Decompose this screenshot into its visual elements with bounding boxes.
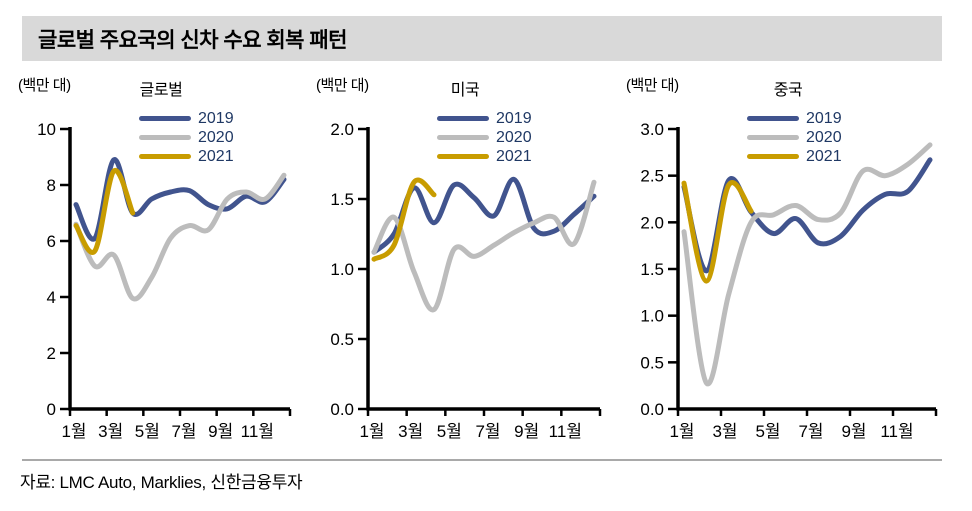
figure-title: 글로벌 주요국의 신차 수요 회복 패턴 [38,28,347,52]
chart-wrap-usa: 0.0 0.5 1.0 1.5 2.0 1월 3월 5월 7월 9월 11월 2019 2020 202… [310,99,620,451]
series-line-2021 [681,180,754,284]
panel-header-global: (백만 대) 글로벌 [12,67,310,99]
unit-label-china: (백만 대) [626,77,679,94]
legend-usa: 2019 2020 2021 [437,109,532,166]
legend-entry-2020: 2020 [437,128,532,147]
x-tick-label: 9월 [841,422,866,441]
y-tick-label: 2.5 [640,167,664,186]
x-tick-label: 1월 [669,422,694,441]
series-line-2021 [371,177,437,262]
series-line-2021 [73,168,136,256]
x-tick-label: 9월 [514,422,539,441]
legend-global: 2019 2020 2021 [139,109,234,166]
x-tick-label: 9월 [208,422,233,441]
y-tick-label: 2.0 [640,213,664,232]
legend-swatch-2019 [747,116,799,121]
y-tick-label: 1.0 [330,260,354,279]
legend-swatch-2020 [437,135,489,140]
chart-panel-china: (백만 대) 중국 0.0 0.5 1.0 1.5 2.0 2.5 3.0 1월 3월 5월 7월 9… [620,67,956,451]
x-tick-label: 3월 [398,422,423,441]
y-tick-label: 10 [37,120,56,139]
unit-label-usa: (백만 대) [316,77,369,94]
legend-swatch-2019 [437,116,489,121]
legend-swatch-2020 [139,135,191,140]
y-tick-label: 0.0 [330,400,354,419]
y-tick-label: 4 [47,288,56,307]
y-tick-label: 8 [47,176,56,195]
y-tick-label: 1.5 [640,260,664,279]
chart-panel-usa: (백만 대) 미국 0.0 0.5 1.0 1.5 2.0 1월 3월 5월 7월 9월 11월 2… [310,67,620,451]
legend-swatch-2019 [139,116,191,121]
y-tick-label: 0.5 [330,330,354,349]
chart-wrap-china: 0.0 0.5 1.0 1.5 2.0 2.5 3.0 1월 3월 5월 7월 9월 11월 2019 2… [620,99,956,451]
legend-label-2020: 2020 [806,129,842,146]
chart-china-canvas: 0.0 0.5 1.0 1.5 2.0 2.5 3.0 1월 3월 5월 7월 9월 11월 [640,120,938,441]
legend-label-2020: 2020 [496,129,532,146]
chart-usa-canvas: 0.0 0.5 1.0 1.5 2.0 1월 3월 5월 7월 9월 11월 [330,120,602,441]
legend-entry-2019: 2019 [139,109,234,128]
footer-divider [22,459,942,461]
panel-header-china: (백만 대) 중국 [620,67,956,99]
legend-entry-2021: 2021 [437,147,532,166]
chart-title-usa: 미국 [450,82,480,99]
series-line-2020 [681,142,933,387]
x-tick-label: 11월 [880,422,913,441]
chart-wrap-global: 0 2 4 6 8 10 1월 3월 5월 7월 9월 11월 2019 2020 2021 [12,99,310,451]
legend-china: 2019 2020 2021 [747,109,842,166]
chart-title-china: 중국 [773,82,803,99]
y-tick-label: 2 [47,344,56,363]
series-line-2019 [73,157,287,242]
x-tick-label: 1월 [61,422,86,441]
x-tick-label: 11월 [549,422,582,441]
x-tick-label: 3월 [712,422,737,441]
title-banner: 글로벌 주요국의 신차 수요 회복 패턴 [22,16,942,61]
y-tick-label: 3.0 [640,120,664,139]
chart-panel-global: (백만 대) 글로벌 0 2 4 6 8 10 1월 3월 5월 7월 9월 11월 2019 2020… [12,67,310,451]
x-tick-label: 1월 [359,422,384,441]
legend-label-2019: 2019 [496,110,532,127]
y-tick-label: 2.0 [330,120,354,139]
chart-title-global: 글로벌 [139,82,183,99]
legend-entry-2021: 2021 [139,147,234,166]
legend-swatch-2020 [747,135,799,140]
legend-entry-2019: 2019 [437,109,532,128]
legend-label-2021: 2021 [496,148,532,165]
y-tick-label: 1.0 [640,307,664,326]
x-tick-label: 3월 [98,422,123,441]
legend-label-2019: 2019 [806,110,842,127]
x-tick-label: 5월 [437,422,462,441]
x-tick-label: 11월 [241,422,274,441]
unit-label-global: (백만 대) [18,77,71,94]
x-tick-label: 7월 [171,422,196,441]
legend-swatch-2021 [139,154,191,159]
y-tick-label: 1.5 [330,190,354,209]
source-text: 자료: LMC Auto, Marklies, 신한금융투자 [20,473,303,492]
x-tick-label: 7월 [798,422,823,441]
charts-row: (백만 대) 글로벌 0 2 4 6 8 10 1월 3월 5월 7월 9월 11월 2019 2020… [0,67,972,451]
legend-label-2021: 2021 [806,148,842,165]
y-tick-label: 0 [47,400,56,419]
legend-swatch-2021 [437,154,489,159]
legend-label-2019: 2019 [198,110,234,127]
x-tick-label: 7월 [475,422,500,441]
y-tick-label: 6 [47,232,56,251]
legend-entry-2020: 2020 [747,128,842,147]
y-tick-label: 0.0 [640,400,664,419]
panel-header-usa: (백만 대) 미국 [310,67,620,99]
y-tick-label: 0.5 [640,353,664,372]
legend-label-2020: 2020 [198,129,234,146]
x-tick-label: 5월 [135,422,160,441]
chart-global-canvas: 0 2 4 6 8 10 1월 3월 5월 7월 9월 11월 [37,120,292,441]
series-line-2020 [73,172,287,302]
x-tick-label: 5월 [755,422,780,441]
legend-entry-2019: 2019 [747,109,842,128]
legend-label-2021: 2021 [198,148,234,165]
legend-entry-2020: 2020 [139,128,234,147]
series-line-2020 [371,179,597,313]
series-line-2019 [371,176,597,255]
legend-entry-2021: 2021 [747,147,842,166]
legend-swatch-2021 [747,154,799,159]
